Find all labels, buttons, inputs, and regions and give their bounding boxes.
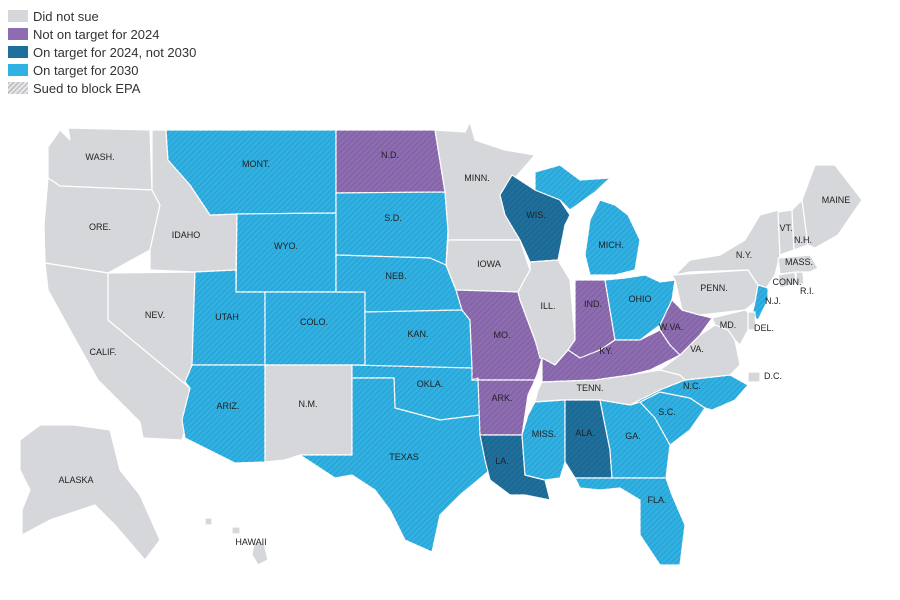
state-label-nj: N.J.	[765, 296, 781, 306]
state-label-ny: N.Y.	[736, 250, 752, 260]
legend-label: Sued to block EPA	[33, 80, 141, 96]
state-label-az: ARIZ.	[216, 401, 239, 411]
state-label-or: ORE.	[89, 222, 111, 232]
legend-label: Did not sue	[33, 8, 99, 24]
state-fl	[574, 477, 686, 566]
state-label-wy: WYO.	[274, 241, 298, 251]
legend-item: On target for 2024, not 2030	[8, 43, 196, 61]
state-label-co: COLO.	[300, 317, 328, 327]
legend-swatch	[8, 64, 28, 76]
state-az	[181, 364, 266, 464]
state-label-id: IDAHO	[172, 230, 201, 240]
state-label-ak: ALASKA	[58, 475, 93, 485]
state-md	[711, 309, 749, 346]
state-label-il: ILL.	[540, 301, 555, 311]
state-label-ri: R.I.	[800, 286, 814, 296]
state-label-ut: UTAH	[215, 312, 239, 322]
state-wy	[235, 212, 337, 293]
state-label-ms: MISS.	[532, 429, 557, 439]
state-label-nh: N.H.	[794, 235, 812, 245]
legend-swatch	[8, 10, 28, 22]
state-label-la: LA.	[495, 456, 509, 466]
state-hi	[204, 517, 269, 566]
state-label-dc: D.C.	[764, 371, 782, 381]
state-label-me: MAINE	[822, 195, 851, 205]
state-label-ok: OKLA.	[417, 379, 444, 389]
legend-label: On target for 2024, not 2030	[33, 44, 197, 60]
state-label-fl: FLA.	[647, 495, 666, 505]
state-label-ar: ARK.	[491, 393, 512, 403]
state-label-nm: N.M.	[299, 399, 318, 409]
labels-layer: WASH. ORE. CALIF. NEV. IDAHO MONT. WYO. UTAH ARI…	[58, 150, 850, 547]
state-label-va: VA.	[690, 344, 704, 354]
legend-label: On target for 2030	[33, 62, 139, 78]
state-label-in: IND.	[584, 299, 602, 309]
state-label-mi: MICH.	[598, 240, 624, 250]
state-label-de: DEL.	[754, 323, 774, 333]
state-nd	[335, 129, 446, 194]
state-label-nv: NEV.	[145, 310, 165, 320]
legend-item: On target for 2030	[8, 61, 196, 79]
state-label-tn: TENN.	[577, 383, 604, 393]
state-me	[801, 164, 863, 249]
state-label-wv: W.VA.	[659, 322, 683, 332]
state-label-pa: PENN.	[700, 283, 728, 293]
state-label-ks: KAN.	[407, 329, 428, 339]
state-label-ma: MASS.	[785, 257, 813, 267]
state-label-ct: CONN.	[773, 277, 802, 287]
legend-item: Sued to block EPA	[8, 79, 196, 97]
state-label-ia: IOWA	[477, 259, 501, 269]
map-legend: Did not sue Not on target for 2024 On ta…	[8, 7, 196, 97]
state-label-mt: MONT.	[242, 159, 270, 169]
legend-label: Not on target for 2024	[33, 26, 160, 42]
state-label-ne: NEB.	[385, 271, 406, 281]
state-label-ky: KY.	[599, 346, 612, 356]
state-label-mn: MINN.	[464, 173, 490, 183]
legend-item: Did not sue	[8, 7, 196, 25]
state-label-sd: S.D.	[384, 213, 402, 223]
legend-swatch	[8, 28, 28, 40]
state-co	[264, 291, 366, 366]
legend-item: Not on target for 2024	[8, 25, 196, 43]
state-label-sc: S.C.	[658, 407, 676, 417]
state-ms	[521, 399, 566, 481]
state-ks	[364, 309, 473, 369]
state-ma	[777, 254, 819, 275]
state-sd	[335, 191, 449, 266]
state-label-hi: HAWAII	[235, 537, 266, 547]
state-ak	[19, 424, 161, 561]
state-label-md: MD.	[720, 320, 737, 330]
state-dc	[747, 371, 761, 383]
state-label-mo: MO.	[494, 330, 511, 340]
states-layer	[19, 121, 863, 566]
state-label-tx: TEXAS	[389, 452, 419, 462]
state-label-nd: N.D.	[381, 150, 399, 160]
state-label-ga: GA.	[625, 431, 641, 441]
legend-swatch-hatch	[8, 82, 28, 94]
state-nm	[264, 364, 353, 463]
state-label-wi: WIS.	[526, 210, 546, 220]
state-label-ca: CALIF.	[89, 347, 116, 357]
state-label-oh: OHIO	[628, 294, 651, 304]
state-label-wa: WASH.	[85, 152, 114, 162]
state-label-nc: N.C.	[683, 381, 701, 391]
state-label-al: ALA.	[575, 428, 595, 438]
legend-swatch	[8, 46, 28, 58]
state-label-vt: VT.	[779, 223, 792, 233]
